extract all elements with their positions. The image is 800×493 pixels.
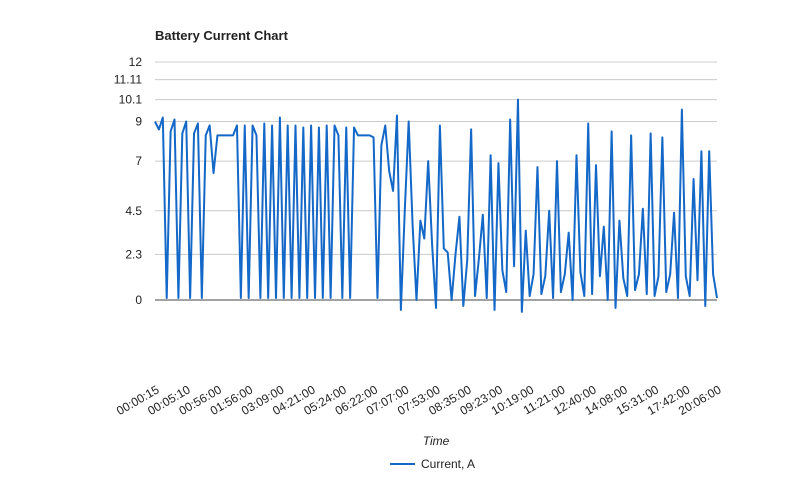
chart-title: Battery Current Chart (155, 28, 289, 43)
data-line (154, 98, 718, 313)
y-tick-label: 10.1 (119, 93, 143, 107)
y-tick-label: 2.3 (125, 247, 142, 261)
y-tick-label: 9 (135, 115, 142, 129)
y-tick-label: 0 (135, 293, 142, 307)
y-tick-label: 7 (135, 154, 142, 168)
x-axis-title: Time (423, 434, 450, 448)
legend-item: Current, A (390, 457, 475, 471)
y-tick-label: 4.5 (125, 204, 142, 218)
y-tick-label: 11.11 (114, 73, 143, 87)
y-tick-label: 12 (129, 55, 143, 69)
legend-label: Current, A (421, 457, 475, 471)
